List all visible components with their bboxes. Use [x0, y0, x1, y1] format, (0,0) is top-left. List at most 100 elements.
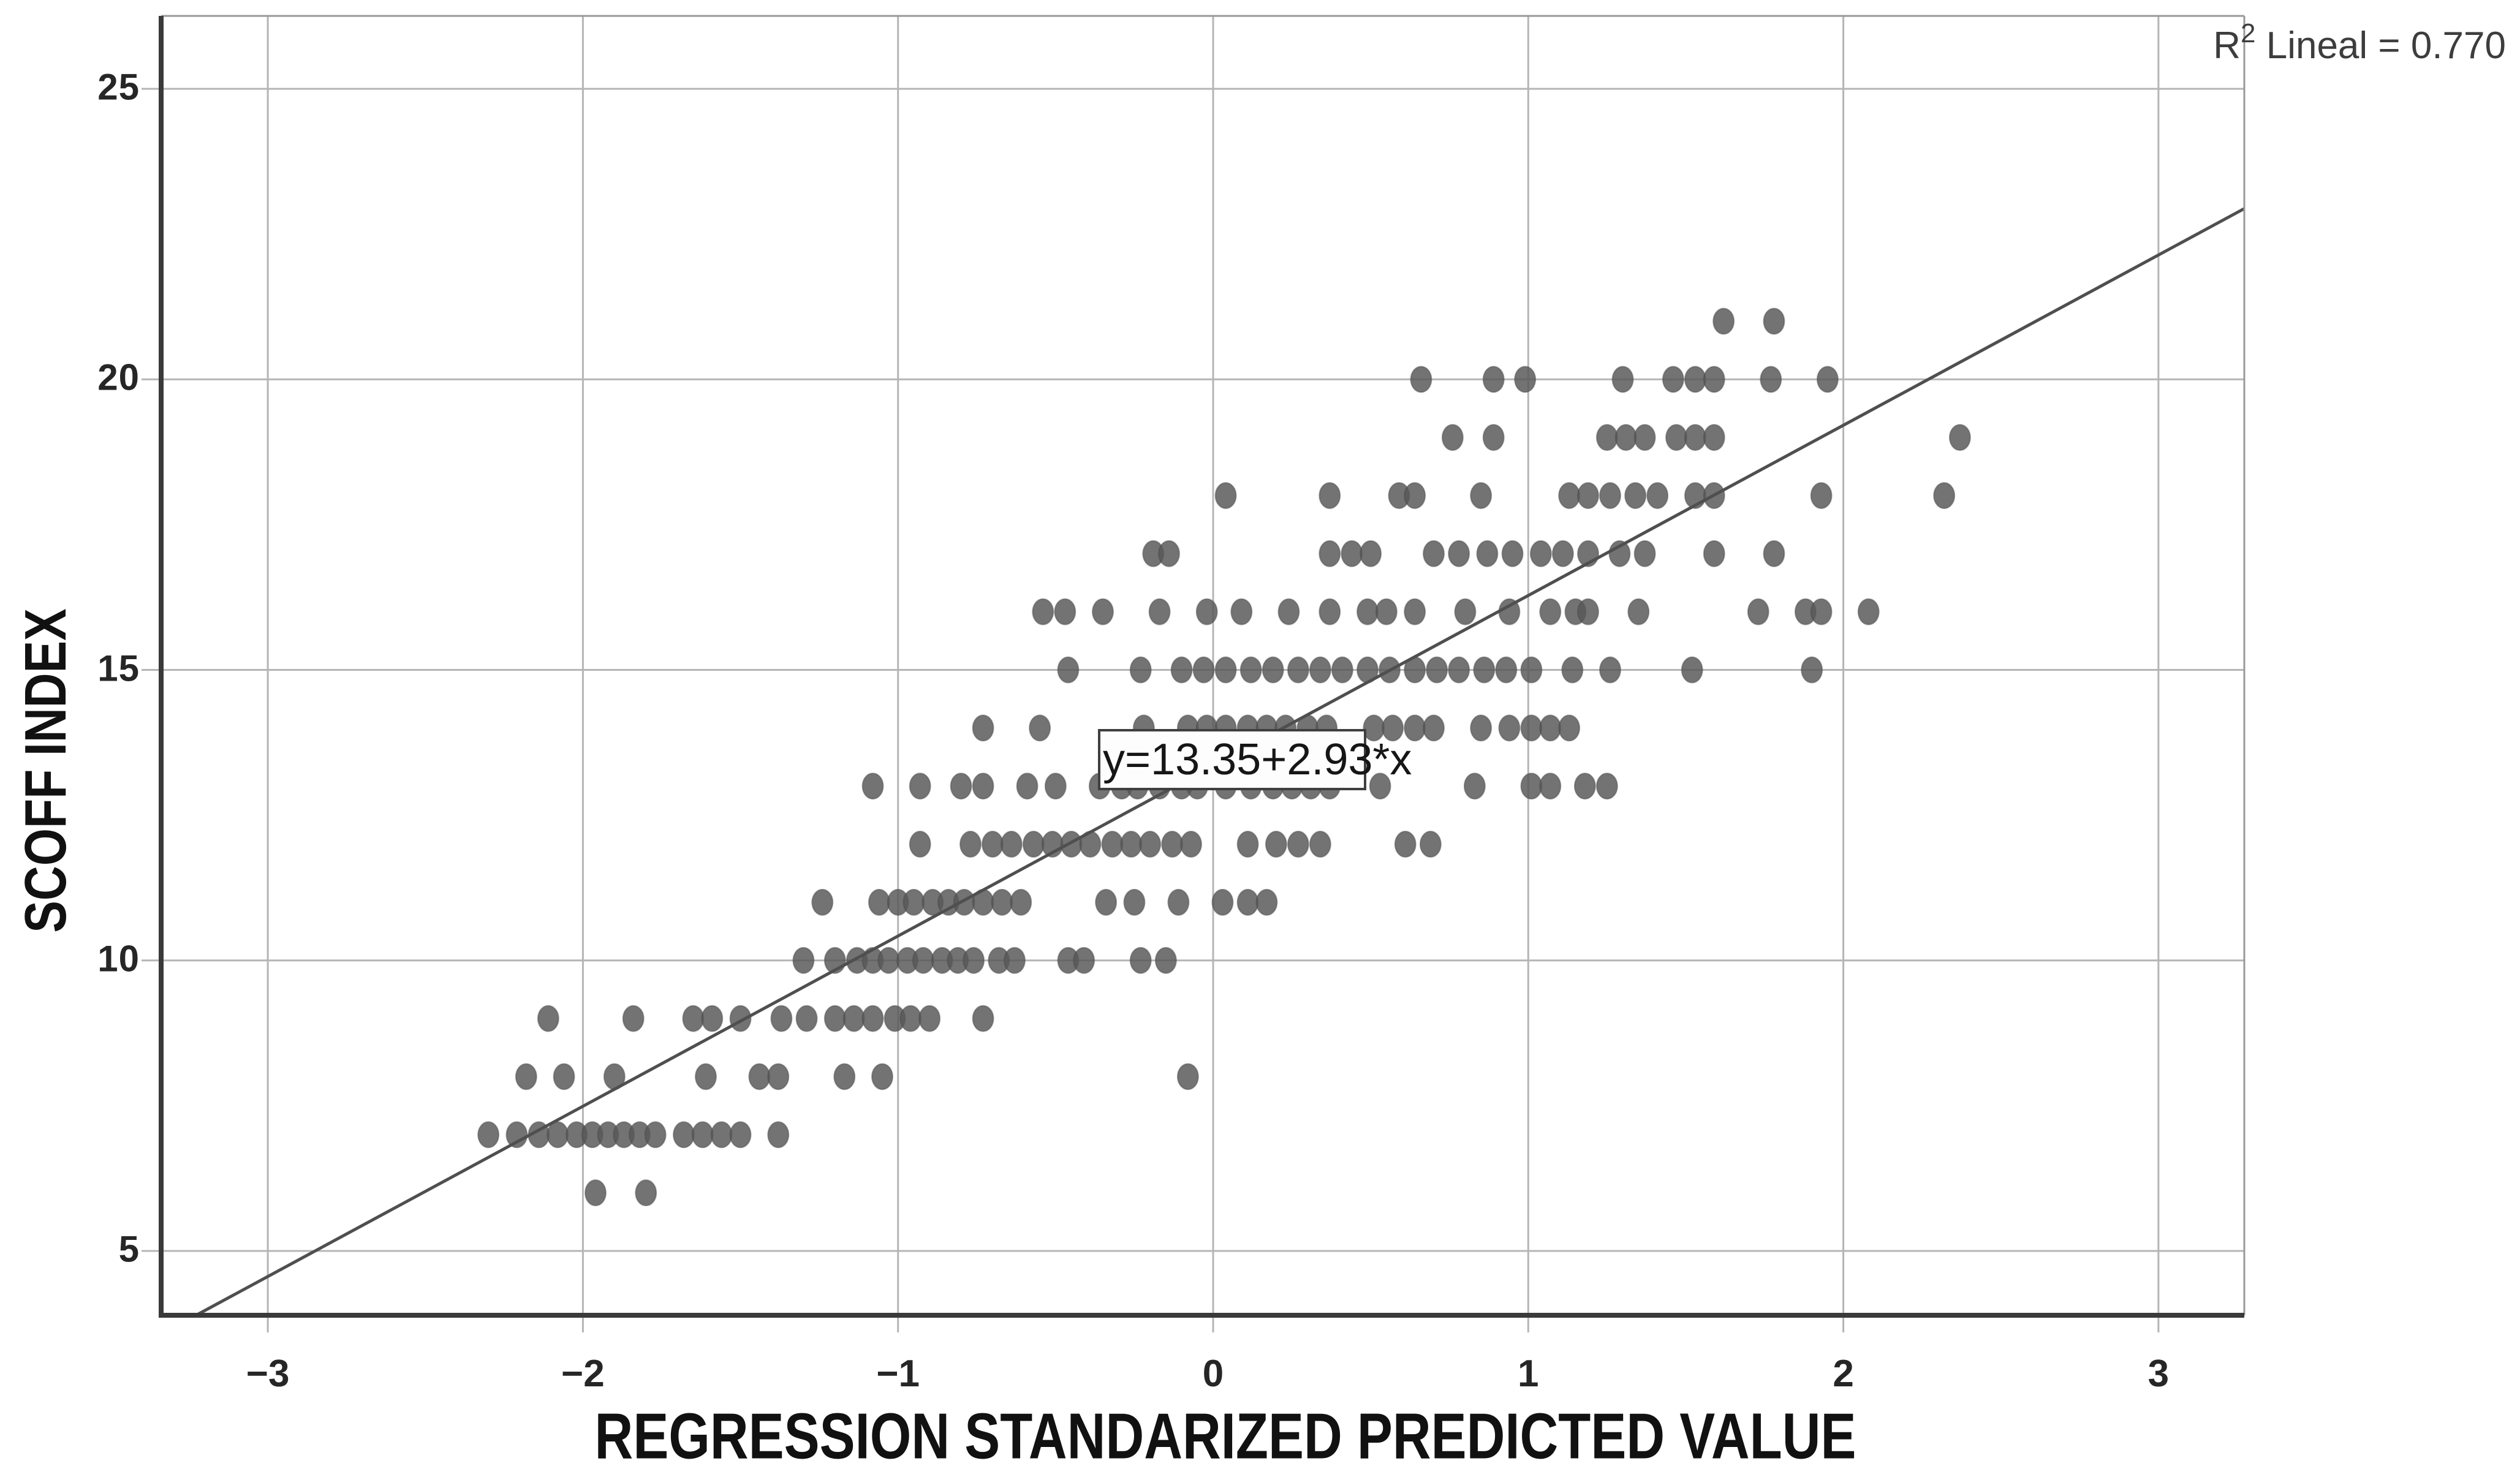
data-point [1179, 831, 1202, 858]
data-point [1230, 598, 1253, 625]
data-point [792, 946, 815, 974]
data-point [672, 1121, 695, 1149]
data-point [1236, 888, 1259, 916]
data-point [1341, 540, 1363, 567]
data-point [1120, 831, 1143, 858]
data-point [767, 1121, 790, 1149]
data-point [1319, 598, 1341, 625]
data-point [1148, 598, 1171, 625]
data-point [842, 1005, 865, 1032]
data-point [1410, 366, 1432, 393]
data-point [1551, 540, 1574, 567]
data-point [972, 1005, 994, 1032]
data-point [1129, 656, 1152, 684]
data-point [972, 772, 994, 800]
data-point [1448, 656, 1470, 684]
data-point [1495, 656, 1518, 684]
data-point [1558, 714, 1581, 742]
data-point [1192, 656, 1215, 684]
data-point [1176, 1063, 1199, 1090]
data-point [972, 714, 994, 742]
data-point [1331, 656, 1353, 684]
data-point [1265, 831, 1287, 858]
data-point [537, 1005, 559, 1032]
y-axis-title: SCOFF INDEX [13, 608, 78, 933]
data-point [1101, 831, 1124, 858]
x-tick-label: −3 [246, 1353, 290, 1395]
data-point [991, 888, 1013, 916]
data-point [1287, 831, 1309, 858]
data-point [899, 1005, 922, 1032]
data-point [1123, 888, 1146, 916]
data-point [1473, 656, 1496, 684]
regression-equation-text: y=13.35+2.93*x [1103, 735, 1412, 784]
data-point [701, 1005, 724, 1032]
data-point [1633, 540, 1656, 567]
data-point [729, 1121, 752, 1149]
data-point [1129, 946, 1152, 974]
data-point [1236, 831, 1259, 858]
data-point [1816, 366, 1839, 393]
data-point [1558, 482, 1581, 509]
data-point [710, 1121, 733, 1149]
data-point [1309, 656, 1331, 684]
data-point [1000, 831, 1023, 858]
r-squared-superscript: 2 [2241, 18, 2256, 48]
data-point [1611, 366, 1634, 393]
data-point [1091, 598, 1114, 625]
data-point [1448, 540, 1470, 567]
data-point [1360, 540, 1382, 567]
data-point [1857, 598, 1880, 625]
data-point [1262, 656, 1284, 684]
data-point [861, 1005, 884, 1032]
y-tick-label: 25 [97, 66, 140, 108]
data-point [1599, 482, 1622, 509]
data-point [811, 888, 834, 916]
x-axis-title: REGRESSION STANDARIZED PREDICTED VALUE [594, 1400, 1856, 1473]
data-point [1482, 366, 1505, 393]
data-point [1170, 656, 1193, 684]
data-point [1277, 598, 1300, 625]
data-point [1319, 482, 1341, 509]
data-point [584, 1179, 607, 1207]
data-point [1044, 772, 1067, 800]
x-tick-label: −2 [561, 1353, 605, 1395]
data-point [770, 1005, 793, 1032]
data-point [1948, 424, 1971, 451]
data-point [691, 1121, 714, 1149]
data-point [1239, 656, 1262, 684]
data-point [1369, 772, 1391, 800]
data-point [1419, 831, 1442, 858]
data-point [1214, 656, 1237, 684]
data-point [1703, 424, 1725, 451]
data-point [1760, 366, 1782, 393]
data-point [953, 888, 975, 916]
data-point [959, 831, 982, 858]
data-point [909, 772, 931, 800]
x-tick-label: 2 [1833, 1353, 1854, 1395]
y-tick-label: 10 [97, 938, 140, 980]
data-point [1763, 540, 1785, 567]
data-point [1933, 482, 1956, 509]
data-point [1309, 831, 1331, 858]
data-point [1010, 888, 1032, 916]
y-tick-label: 15 [97, 648, 140, 689]
data-point [1470, 714, 1493, 742]
data-point [694, 1063, 717, 1090]
data-point [1684, 424, 1706, 451]
data-point [1404, 598, 1426, 625]
data-point [1404, 482, 1426, 509]
regression-equation-annotation: y=13.35+2.93*x [1098, 729, 1412, 790]
data-point [1801, 656, 1823, 684]
data-point [1501, 540, 1524, 567]
data-point [1662, 366, 1684, 393]
data-point [682, 1005, 705, 1032]
data-point [868, 888, 890, 916]
data-point [1633, 424, 1656, 451]
data-point [981, 831, 1004, 858]
data-point [622, 1005, 645, 1032]
data-point [1595, 772, 1618, 800]
data-point [1016, 772, 1039, 800]
data-point [1520, 772, 1543, 800]
